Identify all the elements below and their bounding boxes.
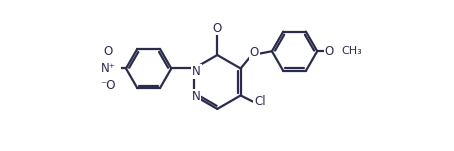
Text: O: O — [250, 46, 259, 59]
Text: N⁺: N⁺ — [101, 62, 115, 75]
Text: Cl: Cl — [254, 95, 266, 108]
Text: O: O — [325, 45, 334, 58]
Text: ⁻O: ⁻O — [100, 79, 116, 92]
Text: O: O — [212, 22, 222, 35]
Text: CH₃: CH₃ — [341, 46, 362, 56]
Text: N: N — [192, 65, 201, 78]
Text: O: O — [104, 45, 113, 58]
Text: N: N — [192, 90, 201, 103]
